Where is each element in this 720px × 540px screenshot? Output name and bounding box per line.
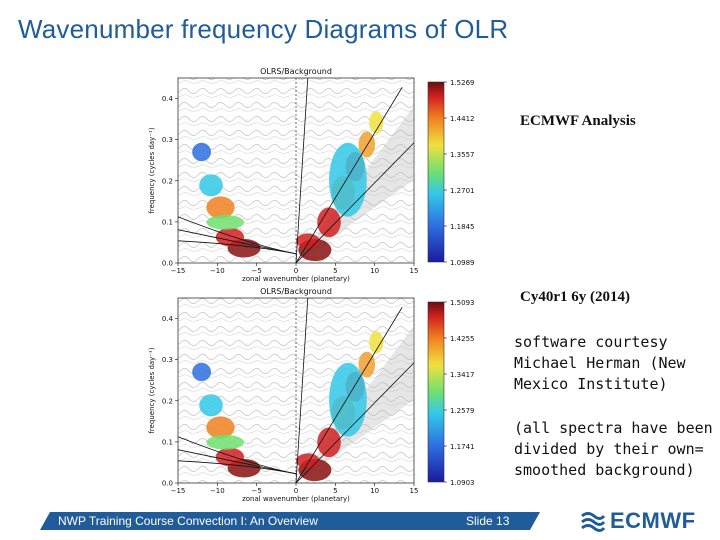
dispersion-curve — [295, 362, 415, 484]
spectral-peak — [296, 453, 320, 469]
colorbar-tick-label: 1.0903 — [450, 479, 475, 487]
dispersion-curve — [177, 460, 297, 475]
y-tick-label: 0.0 — [162, 480, 173, 488]
chart-title: OLRS/Background — [260, 67, 332, 76]
colorbar-tick-label: 1.2579 — [450, 407, 475, 415]
spectral-peak — [296, 233, 320, 249]
y-tick-label: 0.2 — [162, 177, 173, 185]
x-tick-label: −10 — [210, 267, 225, 275]
colorbar-tick-label: 1.2701 — [450, 187, 475, 195]
colorbar — [427, 301, 445, 483]
x-tick-label: 15 — [410, 487, 419, 495]
y-axis-label: frequency (cycles day⁻¹) — [148, 127, 156, 213]
dispersion-curve — [295, 87, 403, 264]
spectral-peak — [199, 394, 223, 417]
label-cy40r1: Cy40r1 6y (2014) — [520, 289, 630, 305]
dispersion-curve — [295, 307, 403, 484]
spectral-peak — [192, 362, 212, 382]
colorbar-tick-label: 1.1741 — [450, 443, 475, 451]
colorbar-tick-label: 1.3557 — [450, 151, 475, 159]
spectral-peak — [206, 196, 235, 219]
spectrum-chart-model: OLRS/Background zonal wavenumber (planeta… — [148, 287, 475, 503]
x-tick-label: 10 — [370, 487, 379, 495]
spectral-peak — [192, 142, 212, 162]
x-tick-label: −5 — [252, 267, 262, 275]
ecmwf-logo: ECMWF — [580, 508, 696, 534]
slide-title: Wavenumber frequency Diagrams of OLR — [18, 14, 509, 44]
dispersion-curve — [295, 77, 309, 264]
dispersion-curve — [177, 240, 297, 255]
y-tick-label: 0.3 — [162, 356, 173, 364]
y-tick-label: 0.2 — [162, 397, 173, 405]
spectral-peak — [317, 207, 341, 238]
spectral-peak — [369, 331, 384, 354]
footer-course-title: NWP Training Course Convection I: An Ove… — [58, 514, 318, 528]
y-tick-label: 0.4 — [162, 95, 174, 103]
colorbar-tick-label: 1.4412 — [450, 115, 475, 123]
colorbar-tick-label: 1.5093 — [450, 299, 475, 307]
y-tick-label: 0.0 — [162, 260, 173, 268]
label-ecmwf-analysis: ECMWF Analysis — [520, 113, 636, 129]
spectral-peak — [206, 416, 235, 439]
y-tick-label: 0.1 — [162, 218, 173, 226]
spectral-peak — [317, 427, 341, 458]
y-tick-label: 0.1 — [162, 438, 173, 446]
x-tick-label: 0 — [294, 267, 298, 275]
footer-slide-number: Slide 13 — [466, 514, 510, 528]
y-tick-label: 0.4 — [162, 315, 174, 323]
colorbar-tick-label: 1.3417 — [450, 371, 475, 379]
x-axis-label: zonal wavenumber (planetary) — [242, 275, 350, 283]
colorbar-tick-label: 1.4255 — [450, 335, 475, 343]
x-tick-label: 15 — [410, 267, 419, 275]
note-software-courtesy: software courtesy Michael Herman (New Me… — [514, 333, 686, 393]
y-axis-label: frequency (cycles day⁻¹) — [148, 347, 156, 433]
x-tick-label: 5 — [333, 267, 337, 275]
spectral-peak — [369, 111, 384, 134]
spectral-peak — [206, 434, 245, 450]
spectral-peak — [358, 351, 376, 378]
dispersion-curve — [295, 142, 415, 264]
x-tick-label: −15 — [171, 487, 186, 495]
colorbar-tick-label: 1.1845 — [450, 223, 475, 231]
chart-title: OLRS/Background — [260, 287, 332, 296]
x-tick-label: −10 — [210, 487, 225, 495]
spectral-peak — [358, 131, 376, 158]
x-axis-label: zonal wavenumber (planetary) — [242, 495, 350, 503]
colorbar-tick-label: 1.5269 — [450, 79, 475, 87]
ecmwf-logo-icon — [581, 512, 606, 532]
note-spectra-divided: (all spectra have been divided by their … — [514, 419, 713, 479]
spectrum-chart-analysis: OLRS/Background zonal wavenumber (planeta… — [148, 67, 475, 283]
x-tick-label: −15 — [171, 267, 186, 275]
spectral-peak — [199, 174, 223, 197]
colorbar — [427, 81, 445, 263]
x-tick-label: 0 — [294, 487, 298, 495]
dispersion-curve — [295, 297, 309, 484]
spectral-peak — [329, 142, 367, 217]
ecmwf-logo-text: ECMWF — [610, 508, 696, 533]
x-tick-label: −5 — [252, 487, 262, 495]
x-tick-label: 5 — [333, 487, 337, 495]
spectral-peak — [206, 214, 245, 230]
x-tick-label: 10 — [370, 267, 379, 275]
colorbar-tick-label: 1.0989 — [450, 259, 475, 267]
spectral-peak — [329, 362, 367, 437]
y-tick-label: 0.3 — [162, 136, 173, 144]
footer-bar — [40, 512, 540, 530]
